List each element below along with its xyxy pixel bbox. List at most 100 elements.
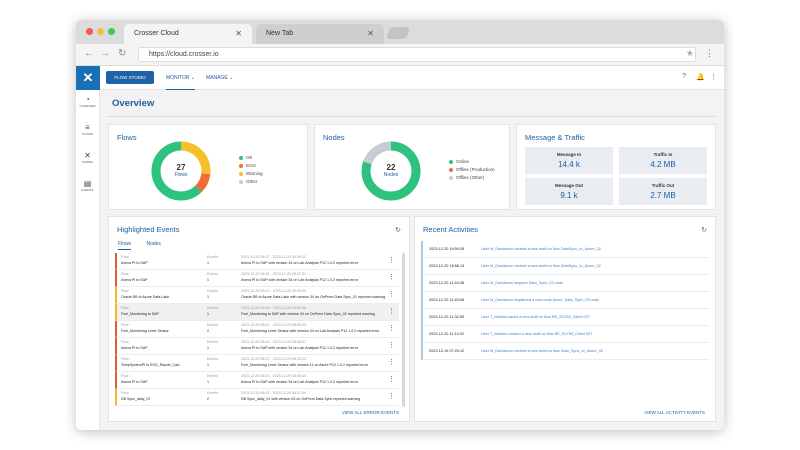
refresh-icon[interactable]: ↻ [395, 227, 401, 234]
more-options-icon[interactable]: ⋮ [388, 359, 395, 366]
view-all-error-events-link[interactable]: VIEW ALL ERROR EVENTS [341, 410, 399, 415]
app: ✕ ◔ OVERVIEW ≡ FLOWS ✕ NODES ▤ EVENTS FL… [76, 66, 724, 430]
events-icon: ▤ [83, 179, 92, 188]
legend-ok: OK [239, 155, 263, 160]
reload-icon[interactable]: ↻ [118, 48, 127, 59]
events-header: Events [207, 391, 218, 395]
refresh-icon[interactable]: ↻ [701, 227, 707, 234]
tab-flows[interactable]: Flows [118, 241, 132, 250]
close-icon[interactable]: ✕ [367, 29, 374, 38]
event-message: Aveva PI to SAP with version 34 on Lab A… [241, 261, 358, 265]
browser-tab-new[interactable]: New Tab ✕ [256, 24, 384, 44]
flows-card: Flows 27 Flows OK Error Warning Other [108, 124, 308, 210]
more-options-icon[interactable]: ⋮ [388, 393, 395, 400]
more-options-icon[interactable]: ⋮ [388, 257, 395, 264]
chevron-down-icon: ⌄ [229, 75, 234, 81]
activity-time: 2023-12-20 11:10:02 [429, 332, 464, 336]
forward-arrow-icon[interactable]: → [100, 48, 110, 59]
monitor-menu[interactable]: MONITOR ⌄ [166, 75, 196, 90]
metric-value: 9.1 k [560, 191, 578, 200]
event-message: Oracle DB to Azure Data Lake with versio… [241, 295, 386, 299]
browser-tab-active[interactable]: Crosser Cloud ✕ [124, 24, 252, 44]
activities-card-title: Recent Activities [423, 225, 479, 234]
nodes-legend: Online Offline (Production) Offline (Oth… [449, 159, 495, 183]
url-field[interactable]: https://cloud.crosser.io [138, 47, 696, 62]
more-options-icon[interactable]: ⋮ [388, 342, 395, 349]
events-header: Events [207, 289, 218, 293]
table-row[interactable]: Flow Aveva PI to SAP Events 1 2023-12-20 08:… [115, 372, 399, 389]
metric-label: Traffic Out [651, 183, 675, 188]
flow-name: Aveva PI to SAP [121, 380, 148, 384]
more-options-icon[interactable]: ⋮ [388, 274, 395, 281]
event-time: 2023-12-20 08:23 - 2023-12-20 08:26:45 [241, 374, 306, 378]
manage-menu[interactable]: MANAGE ⌄ [206, 75, 233, 81]
back-arrow-icon[interactable]: ← [84, 48, 94, 59]
more-options-icon[interactable]: ⋮ [388, 325, 395, 332]
list-item[interactable]: 2023-12-20 11:10:02 User T_Martins create… [421, 326, 709, 343]
nodes-donut-center: 22 Nodes [376, 163, 406, 178]
close-icon[interactable]: ✕ [235, 29, 242, 38]
sidebar-item-nodes[interactable]: ✕ NODES [76, 146, 99, 174]
close-window-dot[interactable] [86, 28, 93, 35]
minimize-window-dot[interactable] [97, 28, 104, 35]
activity-description: User T_Martins created a new draft on fl… [481, 332, 593, 336]
flow-name: DB Sync_daily_01 [121, 397, 151, 401]
more-options-icon[interactable]: ⋮ [388, 376, 395, 383]
events-list: Flow Aveva PI to SAP Events 1 2023-12-20 09:… [115, 253, 399, 406]
help-icon[interactable]: ? [682, 73, 686, 80]
bookmark-star-icon[interactable]: ★ [685, 48, 694, 58]
notification-bell-icon[interactable]: 🔔 [696, 74, 705, 81]
table-row[interactable]: Flow DB Sync_daily_01 Events 2 2023-12-20 08… [115, 389, 399, 406]
flows-donut-chart [151, 141, 211, 201]
list-item[interactable]: 2023-12-19 07:20:12 User M_Davidsson crea… [421, 343, 709, 360]
tab-nodes[interactable]: Nodes [146, 241, 161, 247]
view-all-activity-events-link[interactable]: VIEW ALL ACTIVITY EVENTS [644, 410, 705, 415]
list-item[interactable]: 2023-12-20 11:44:48 User M_Davidsson stop… [421, 275, 709, 292]
crosser-logo[interactable]: ✕ [76, 66, 100, 90]
flow-studio-button[interactable]: FLOW STUDIO [106, 71, 154, 84]
flow-header: Flow [121, 374, 129, 378]
event-time: 2023-12-20 09:37 - 2023-12-20 09:39:22 [241, 255, 306, 259]
event-count: 1 [207, 278, 209, 282]
list-item[interactable]: 2023-12-20 16:59:28 User M_Davidsson crea… [421, 241, 709, 258]
browser-menu-icon[interactable]: ⋮ [705, 48, 714, 58]
event-count: 2 [207, 329, 209, 333]
sidebar-item-overview[interactable]: ◔ OVERVIEW [76, 90, 99, 118]
events-header: Events [207, 357, 218, 361]
nodes-card: Nodes 22 Nodes Online Offline (Productio… [314, 124, 510, 210]
activity-description: User T_Martins saved a new draft on flow… [481, 315, 590, 319]
new-tab-button[interactable] [385, 27, 411, 39]
event-count: 1 [207, 380, 209, 384]
chevron-down-icon: ⌄ [190, 75, 196, 81]
table-row[interactable]: Flow TempSystemPI to ESG_Report_Calc Event… [115, 355, 399, 372]
gauge-icon: ◔ [85, 95, 90, 104]
top-navigation: FLOW STUDIO MONITOR ⌄ MANAGE ⌄ ? 🔔 ⋮ [100, 66, 724, 90]
table-row[interactable]: Flow Aveva PI to SAP Events 1 2023-12-20 09:… [115, 253, 399, 270]
maximize-window-dot[interactable] [108, 28, 115, 35]
flow-name: Oracle DB to Azure Data Lake [121, 295, 170, 299]
sidebar-item-events[interactable]: ▤ EVENTS [76, 174, 99, 202]
events-scrollbar[interactable] [402, 253, 405, 407]
event-message: Fuel_Monitoring Level Sensor with versio… [241, 363, 368, 367]
list-item[interactable]: 2023-12-20 16:56:13 User M_Davidsson crea… [421, 258, 709, 275]
table-row[interactable]: Flow Fuel_Monitoring to SAP Events 1 2023-12… [115, 304, 399, 321]
table-row[interactable]: Flow Oracle DB to Azure Data Lake Events 1 2… [115, 287, 399, 304]
flows-count-label: Flows [174, 172, 188, 178]
metric-traffic-in: Traffic In 4.2 MB [619, 147, 707, 174]
flow-name: Fuel_Monitoring to SAP [121, 312, 159, 316]
list-item[interactable]: 2023-12-20 11:32:59 User T_Martins saved … [421, 309, 709, 326]
sidebar-item-flows[interactable]: ≡ FLOWS [76, 118, 99, 146]
more-options-icon[interactable]: ⋮ [388, 308, 395, 315]
metric-label: Message In [556, 152, 582, 157]
table-row[interactable]: Flow Fuel_Monitoring Level Sensor Events 2 2… [115, 321, 399, 338]
flow-header: Flow [121, 289, 129, 293]
table-row[interactable]: Flow Aveva PI to SAP Events 1 2023-12-20 08:… [115, 338, 399, 355]
flows-legend: OK Error Warning Other [239, 155, 263, 187]
traffic-card: Message & Traffic Message In 14.4 k Traf… [516, 124, 716, 210]
legend-offline-other: Offline (Other) [449, 175, 495, 180]
activity-time: 2023-12-20 11:32:59 [429, 315, 464, 319]
more-options-icon[interactable]: ⋮ [710, 74, 717, 81]
table-row[interactable]: Flow Aveva PI to SAP Events 1 2023-12-20 09:… [115, 270, 399, 287]
more-options-icon[interactable]: ⋮ [388, 291, 395, 298]
list-item[interactable]: 2023-12-20 11:40:08 User M_Davidsson regi… [421, 292, 709, 309]
